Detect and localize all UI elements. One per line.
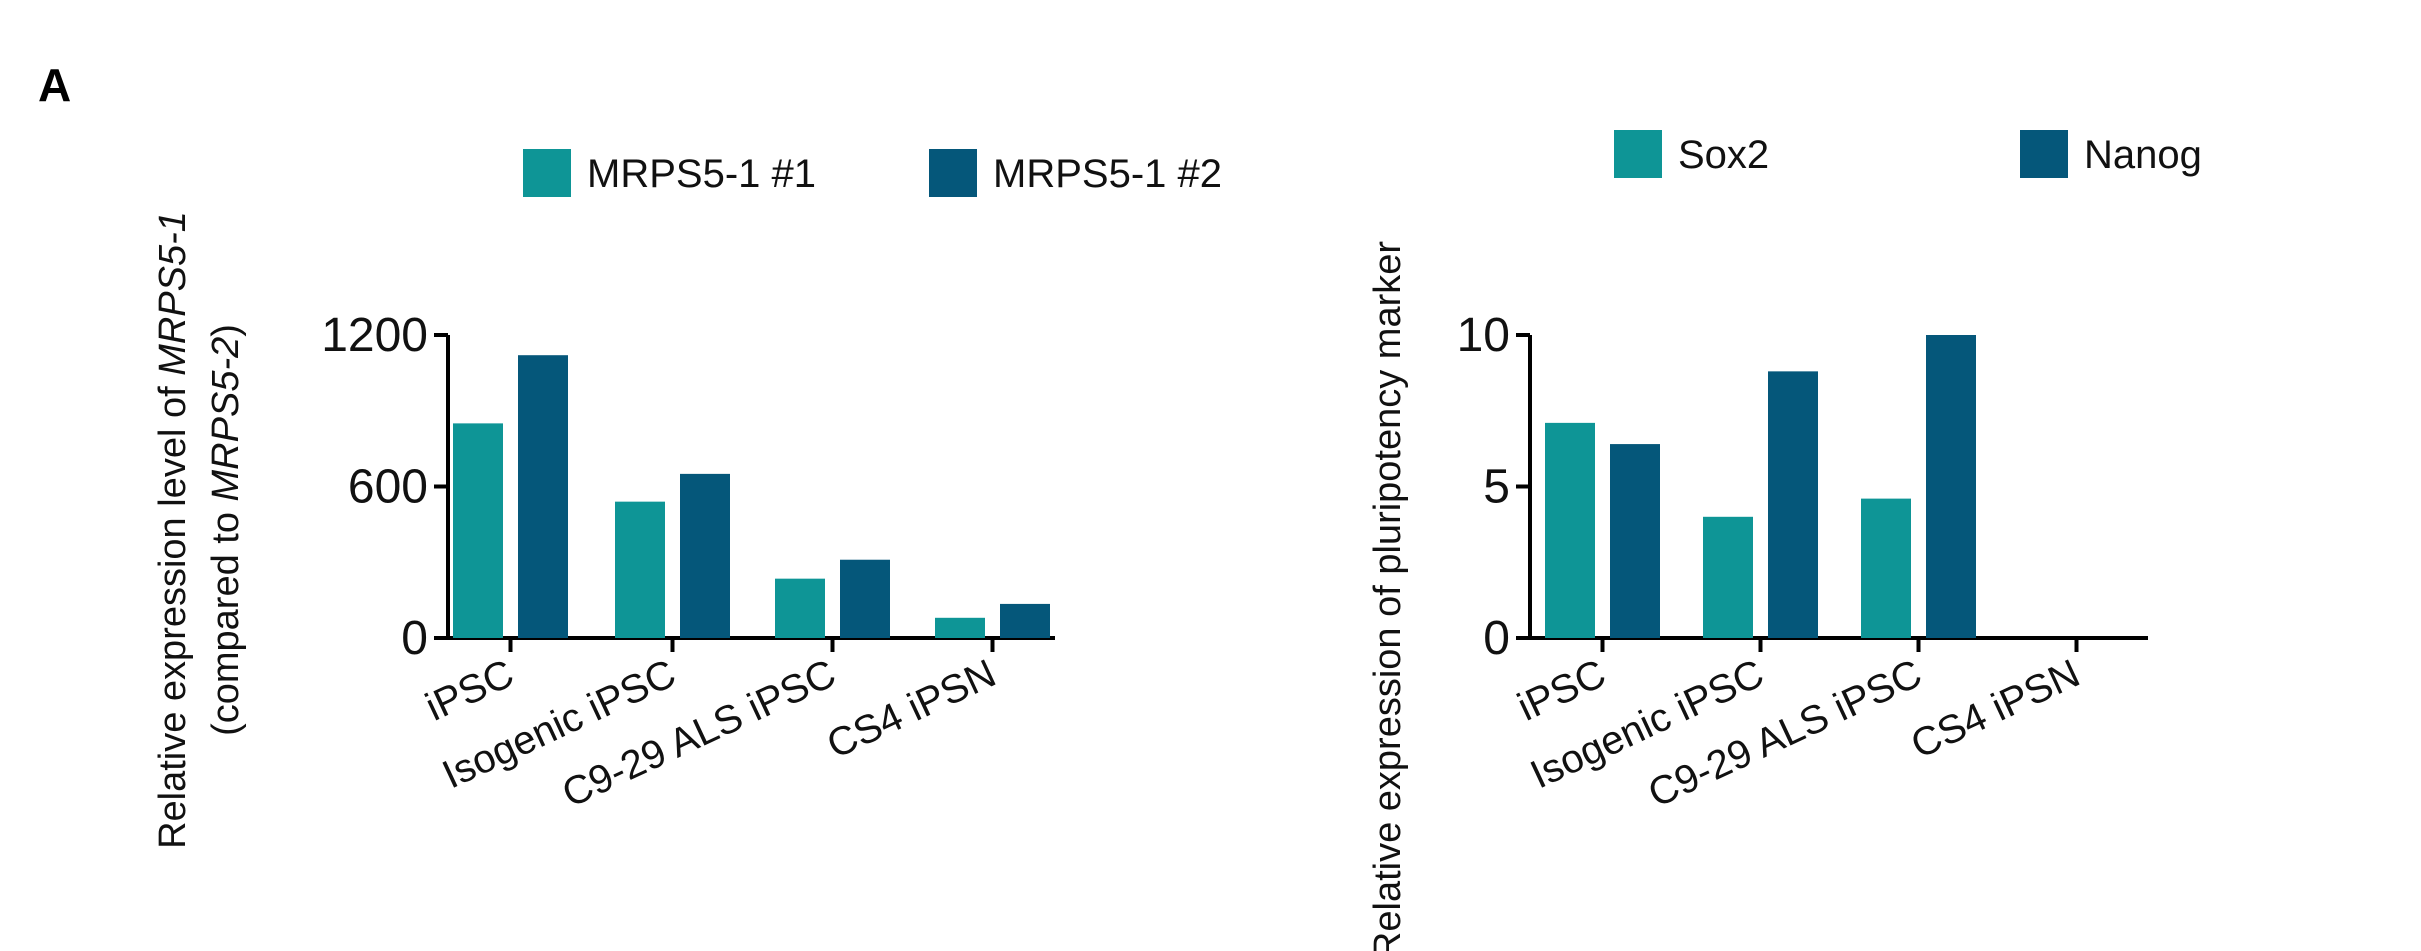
y-tick-label: 600: [348, 461, 428, 514]
bar-mrps5-1-1-4: [935, 617, 985, 638]
legend-swatch: [2020, 130, 2068, 178]
bar-mrps5-1-2-1: [518, 355, 568, 638]
legend-swatch: [523, 149, 571, 197]
bar-sox2-2: [1703, 516, 1753, 638]
y-tick-label: 1200: [321, 309, 428, 362]
bar-nanog-3: [1926, 335, 1976, 638]
bar-mrps5-1-2-4: [1000, 603, 1050, 638]
legend-label: Nanog: [2084, 133, 2202, 177]
y-axis-label: (compared to MRPS5-2): [205, 324, 247, 736]
bar-sox2-1: [1545, 422, 1595, 638]
y-axis-label: Relative expression level of MRPS5-1: [152, 211, 194, 849]
x-category-label: C9-29 ALS iPSC: [556, 651, 843, 816]
x-category-label: CS4 iPSN: [821, 651, 1003, 767]
legend-label: MRPS5-1 #2: [993, 152, 1222, 196]
y-tick-label: 10: [1457, 309, 1510, 362]
legend-label: Sox2: [1678, 133, 1769, 177]
legend-swatch: [929, 149, 977, 197]
x-category-label: C9-29 ALS iPSC: [1642, 651, 1929, 816]
bar-mrps5-1-1-1: [453, 423, 503, 638]
x-category-label: iPSC: [419, 651, 520, 729]
y-tick-label: 5: [1483, 461, 1510, 514]
x-category-label: CS4 iPSN: [1905, 651, 2087, 767]
y-axis-label: Relative expression of pluripotency mark…: [1367, 241, 1409, 951]
x-category-label: iPSC: [1511, 651, 1612, 729]
legend-swatch: [1614, 130, 1662, 178]
bar-mrps5-1-1-2: [615, 501, 665, 638]
legend-label: MRPS5-1 #1: [587, 152, 816, 196]
bar-nanog-1: [1610, 444, 1660, 638]
panel-label: A: [38, 59, 72, 111]
bar-mrps5-1-2-2: [680, 473, 730, 638]
bar-mrps5-1-2-3: [840, 559, 890, 638]
bar-sox2-3: [1861, 498, 1911, 638]
bar-nanog-2: [1768, 371, 1818, 638]
bar-mrps5-1-1-3: [775, 578, 825, 638]
y-tick-label: 0: [401, 612, 428, 665]
y-tick-label: 0: [1483, 612, 1510, 665]
